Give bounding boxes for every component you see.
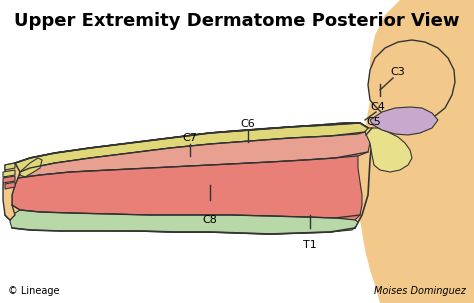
Polygon shape: [3, 163, 20, 220]
Polygon shape: [15, 123, 368, 172]
Text: C3: C3: [390, 67, 405, 77]
Polygon shape: [3, 176, 15, 183]
Polygon shape: [365, 128, 412, 172]
Polygon shape: [5, 182, 15, 189]
Text: C6: C6: [241, 119, 255, 129]
Polygon shape: [18, 132, 370, 178]
Polygon shape: [370, 107, 438, 135]
Text: T1: T1: [303, 240, 317, 250]
Polygon shape: [3, 170, 15, 177]
Text: © Lineage: © Lineage: [8, 286, 60, 296]
Polygon shape: [5, 123, 372, 234]
Text: C4: C4: [370, 102, 385, 112]
Text: Moises Dominguez: Moises Dominguez: [374, 286, 466, 296]
Polygon shape: [358, 0, 474, 303]
Text: C5: C5: [366, 117, 381, 127]
Text: C8: C8: [202, 215, 218, 225]
Polygon shape: [5, 163, 15, 170]
Polygon shape: [12, 156, 362, 220]
Polygon shape: [20, 158, 42, 177]
Polygon shape: [368, 40, 455, 122]
Polygon shape: [10, 210, 358, 234]
Polygon shape: [398, 0, 474, 80]
Text: Upper Extremity Dermatome Posterior View: Upper Extremity Dermatome Posterior View: [14, 12, 460, 30]
Text: C7: C7: [182, 133, 198, 143]
Polygon shape: [170, 123, 368, 148]
